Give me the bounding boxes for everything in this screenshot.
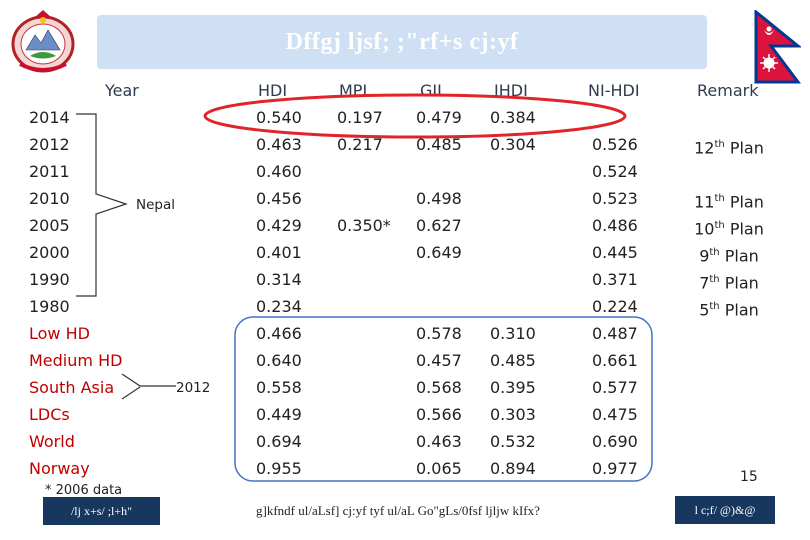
header-ihdi: IHDI [494, 81, 528, 100]
cell-year: South Asia [29, 378, 115, 397]
cell-nihdi: 0.690 [592, 432, 638, 451]
footer-author: /lj x+s/ ;l+h" [43, 497, 160, 525]
cell-hdi: 0.463 [256, 135, 302, 154]
cell-year: Low HD [29, 324, 90, 343]
cell-hdi: 0.429 [256, 216, 302, 235]
cell-gii: 0.566 [416, 405, 462, 424]
cell-nihdi: 0.487 [592, 324, 638, 343]
cell-hdi: 0.449 [256, 405, 302, 424]
footnote: * 2006 data [45, 483, 123, 498]
cell-hdi: 0.234 [256, 297, 302, 316]
group-label-nepal: Nepal [136, 197, 175, 213]
cell-nihdi: 0.445 [592, 243, 638, 262]
page-number: 15 [740, 469, 758, 485]
cell-gii: 0.627 [416, 216, 462, 235]
cell-hdi: 0.466 [256, 324, 302, 343]
cell-year: 2010 [29, 189, 70, 208]
cell-remark: 12th Plan [694, 138, 764, 158]
cell-gii: 0.463 [416, 432, 462, 451]
cell-hdi: 0.558 [256, 378, 302, 397]
nepal-emblem-icon [11, 10, 75, 73]
cell-year: 2011 [29, 162, 70, 181]
cell-year: 1990 [29, 270, 70, 289]
cell-nihdi: 0.661 [592, 351, 638, 370]
cell-year: 2005 [29, 216, 70, 235]
cell-hdi: 0.401 [256, 243, 302, 262]
group-label-2012: 2012 [176, 380, 211, 396]
cell-hdi: 0.640 [256, 351, 302, 370]
header-gii: GII [420, 81, 442, 100]
footer-date: l c;f/ @)&@ [675, 496, 775, 524]
cell-gii: 0.065 [416, 459, 462, 478]
title-banner: Dffgj ljsf; ;"rf+s cj:yf [97, 15, 707, 69]
cell-remark: 7th Plan [699, 273, 759, 293]
cell-year: LDCs [29, 405, 70, 424]
cell-gii: 0.578 [416, 324, 462, 343]
header-year: Year [105, 81, 139, 100]
cell-remark: 11th Plan [694, 192, 764, 212]
cell-gii: 0.568 [416, 378, 462, 397]
cell-nihdi: 0.224 [592, 297, 638, 316]
cell-ihdi: 0.485 [490, 351, 536, 370]
cell-ihdi: 0.304 [490, 135, 536, 154]
cell-year: Medium HD [29, 351, 123, 370]
cell-gii: 0.649 [416, 243, 462, 262]
header-remark: Remark [697, 81, 759, 100]
cell-mpi: 0.197 [337, 108, 383, 127]
cell-hdi: 0.456 [256, 189, 302, 208]
cell-gii: 0.457 [416, 351, 462, 370]
cell-nihdi: 0.475 [592, 405, 638, 424]
cell-hdi: 0.694 [256, 432, 302, 451]
cell-nihdi: 0.486 [592, 216, 638, 235]
header-mpi: MPI [339, 81, 368, 100]
cell-nihdi: 0.371 [592, 270, 638, 289]
cell-year: Norway [29, 459, 90, 478]
cell-ihdi: 0.532 [490, 432, 536, 451]
cell-year: 2000 [29, 243, 70, 262]
cell-ihdi: 0.310 [490, 324, 536, 343]
cell-remark: 5th Plan [699, 300, 759, 320]
header-hdi: HDI [258, 81, 288, 100]
cell-ihdi: 0.303 [490, 405, 536, 424]
cell-year: 1980 [29, 297, 70, 316]
cell-year: World [29, 432, 75, 451]
cell-remark: 10th Plan [694, 219, 764, 239]
cell-ihdi: 0.395 [490, 378, 536, 397]
page-title: Dffgj ljsf; ;"rf+s cj:yf [285, 28, 519, 55]
cell-gii: 0.479 [416, 108, 462, 127]
cell-nihdi: 0.523 [592, 189, 638, 208]
cell-nihdi: 0.577 [592, 378, 638, 397]
cell-hdi: 0.540 [256, 108, 302, 127]
cell-ihdi: 0.384 [490, 108, 536, 127]
cell-hdi: 0.314 [256, 270, 302, 289]
cell-mpi: 0.217 [337, 135, 383, 154]
cell-hdi: 0.460 [256, 162, 302, 181]
cell-nihdi: 0.526 [592, 135, 638, 154]
footer-subtitle: g]kfndf ul/aLsf] cj:yf tyf ul/aL Go"gLs/… [256, 503, 540, 518]
nepal-flag-icon [754, 10, 801, 84]
header-nihdi: NI-HDI [588, 81, 640, 100]
cell-year: 2014 [29, 108, 70, 127]
cell-nihdi: 0.524 [592, 162, 638, 181]
cell-nihdi: 0.977 [592, 459, 638, 478]
cell-ihdi: 0.894 [490, 459, 536, 478]
cell-gii: 0.485 [416, 135, 462, 154]
cell-gii: 0.498 [416, 189, 462, 208]
cell-mpi: 0.350* [337, 216, 391, 235]
cell-hdi: 0.955 [256, 459, 302, 478]
cell-remark: 9th Plan [699, 246, 759, 266]
cell-year: 2012 [29, 135, 70, 154]
